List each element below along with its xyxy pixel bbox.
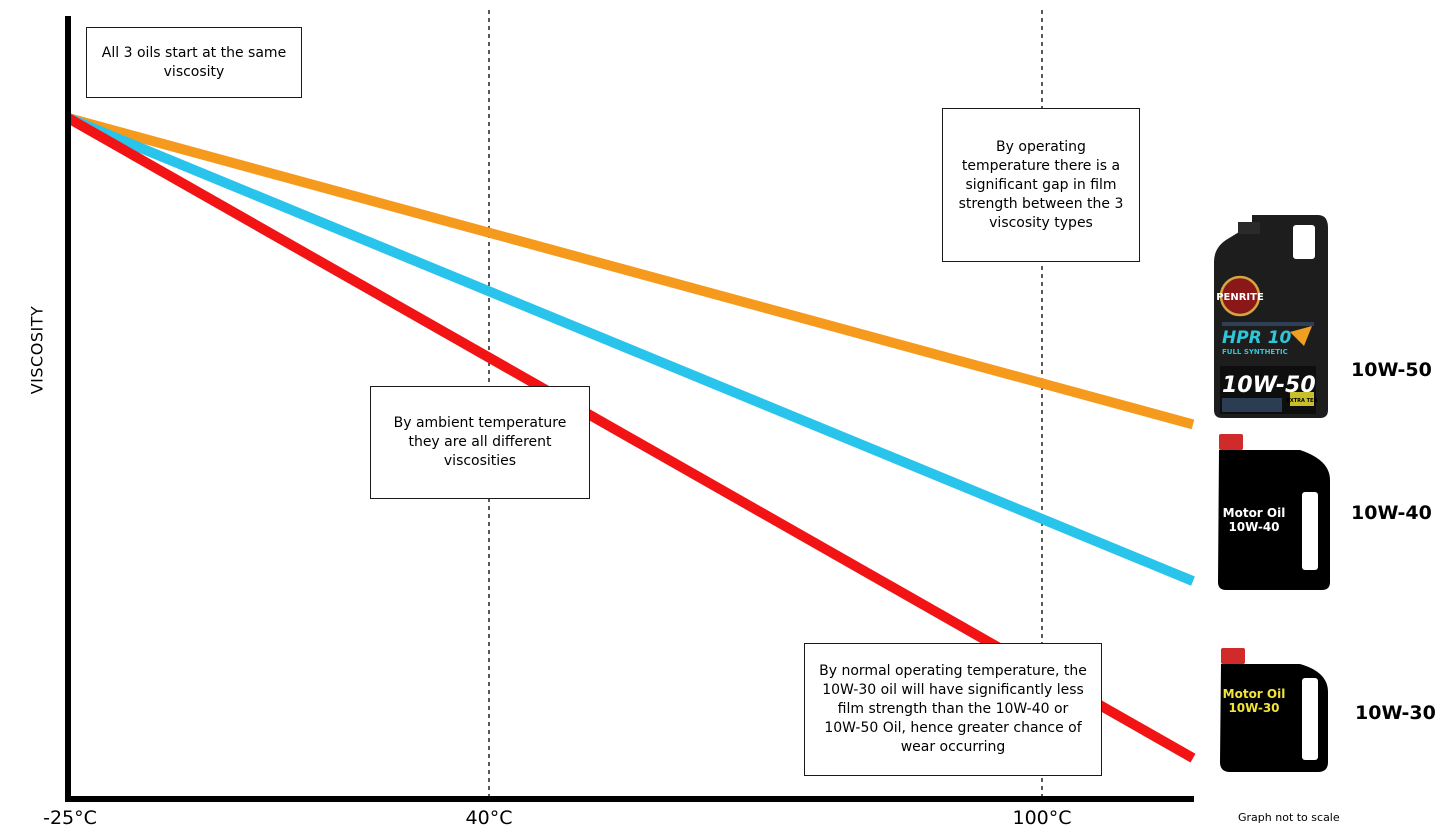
bottle-label-line1: Motor Oil: [1223, 506, 1286, 520]
footnote: Graph not to scale: [1238, 811, 1340, 824]
annotation-operating: By operating temperature there is a sign…: [942, 108, 1140, 262]
y-axis-label: VISCOSITY: [27, 305, 47, 395]
axes: [65, 16, 1194, 802]
bottle-label-line1: Motor Oil: [1223, 687, 1286, 701]
x-tick-label: 100°C: [1012, 807, 1072, 829]
series-line-10w-40: [66, 113, 1195, 586]
bottle-extra: EXTRA TEN: [1286, 398, 1317, 404]
motor-oil-10w40-bottle-icon: Motor Oil 10W-40: [1218, 434, 1330, 590]
bottle-label-line2: 10W-40: [1228, 520, 1279, 534]
series-label-10w40: 10W-40: [1351, 502, 1432, 524]
series-label-10w30: 10W-30: [1355, 702, 1436, 724]
motor-oil-10w30-bottle-icon: Motor Oil 10W-30: [1220, 648, 1328, 772]
annotation-start: All 3 oils start at the same viscosity: [86, 27, 302, 98]
x-tick-label: -25°C: [43, 807, 97, 829]
bottle-sub: FULL SYNTHETIC: [1222, 348, 1288, 356]
bottle-label-line2: 10W-30: [1228, 701, 1279, 715]
series-label-10w50: 10W-50: [1351, 359, 1432, 381]
x-tick-label: 40°C: [465, 807, 513, 829]
annotation-normal: By normal operating temperature, the 10W…: [804, 643, 1102, 776]
annotation-ambient: By ambient temperature they are all diff…: [370, 386, 590, 499]
premium-oil-bottle-icon: PENRITE HPR 10 FULL SYNTHETIC 10W-50 EXT…: [1214, 215, 1328, 418]
bottle-brand: PENRITE: [1216, 292, 1264, 303]
bottle-product: HPR 10: [1222, 328, 1292, 348]
series-line-10w-50: [66, 113, 1195, 430]
